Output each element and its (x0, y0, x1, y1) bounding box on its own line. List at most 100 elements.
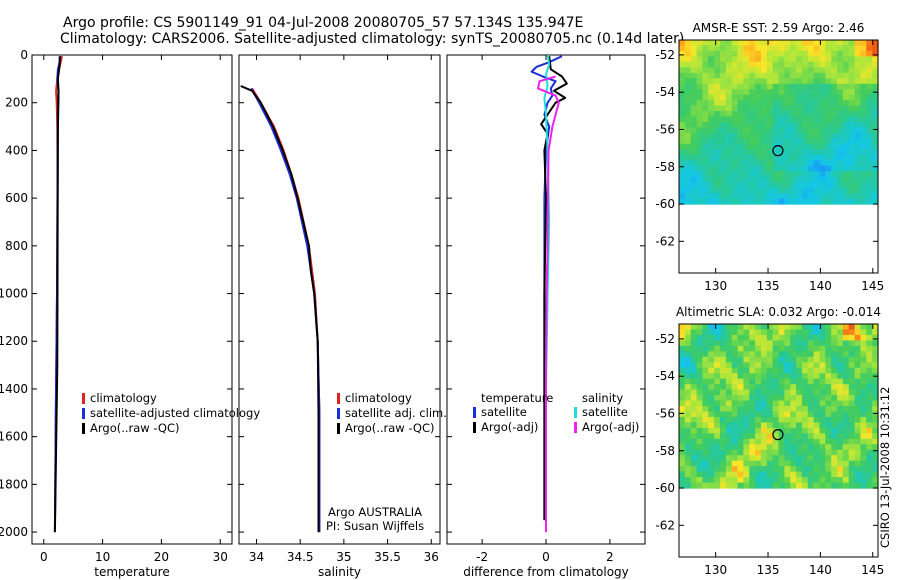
heatmap-cell (778, 482, 785, 489)
heatmap-cell (760, 89, 768, 96)
heatmap-cell (831, 367, 838, 374)
heatmap-cell (796, 367, 803, 374)
heatmap-cell (719, 422, 727, 429)
heatmap-cell (696, 116, 704, 123)
heatmap-cell (872, 406, 879, 413)
heatmap-cell (842, 187, 850, 194)
heatmap-cell (860, 83, 867, 90)
heatmap-cell (854, 444, 862, 451)
heatmap-cell (690, 427, 698, 434)
heatmap-cell (696, 406, 704, 413)
heatmap-cell (708, 471, 715, 478)
heatmap-cell (690, 143, 698, 150)
heatmap-cell (714, 94, 721, 101)
heatmap-cell (872, 78, 879, 85)
series-group (530, 55, 568, 533)
heatmap-cell (743, 111, 750, 118)
heatmap-cell (714, 329, 721, 336)
heatmap-cell (860, 466, 867, 473)
heatmap-cell (825, 362, 832, 369)
heatmap-cell (743, 373, 750, 380)
heatmap-cell (790, 149, 797, 156)
heatmap-cell (766, 422, 774, 429)
heatmap-cell (708, 477, 715, 484)
heatmap-cell (807, 455, 815, 462)
heatmap-cell (790, 176, 797, 183)
heatmap-cell (696, 384, 704, 391)
heatmap-cell (790, 416, 797, 424)
heatmap-cell (837, 356, 844, 363)
heatmap-cell (690, 138, 698, 145)
heatmap-cell (854, 411, 862, 418)
heatmap-cell (714, 149, 721, 156)
heatmap-cell (825, 94, 832, 101)
heatmap-cell (860, 433, 867, 440)
heatmap-cell (819, 367, 826, 374)
heatmap-cell (842, 373, 850, 380)
heatmap-cell (702, 67, 709, 74)
heatmap-cell (796, 395, 803, 402)
heatmap-cell (848, 389, 856, 396)
heatmap-cell (755, 438, 762, 445)
heatmap-cell (731, 384, 739, 391)
heatmap-cell (842, 72, 850, 79)
heatmap-cell (825, 154, 832, 161)
map-title: Altimetric SLA: 0.032 Argo: -0.014 (676, 305, 881, 319)
heatmap-cell (819, 83, 826, 90)
heatmap-cell (831, 406, 838, 413)
heatmap-cell (825, 373, 832, 380)
heatmap-cell (807, 83, 815, 90)
heatmap-cell (725, 45, 733, 52)
heatmap-cell (866, 198, 873, 205)
heatmap-cell (837, 116, 844, 123)
heatmap-cell (679, 94, 686, 101)
heatmap-cell (848, 61, 856, 68)
heatmap-cell (755, 449, 762, 456)
heatmap-cell (766, 345, 774, 352)
heatmap-cell (772, 187, 780, 194)
heatmap-cell (719, 378, 727, 385)
heatmap-cell (860, 460, 867, 467)
heatmap-cell (778, 94, 785, 101)
heatmap-cell (848, 466, 856, 473)
heatmap-cell (848, 100, 856, 107)
heatmap-cell (796, 160, 803, 167)
heatmap-cell (743, 67, 750, 74)
heatmap-cell (684, 389, 692, 396)
heatmap-cell (755, 40, 762, 47)
heatmap-cell (801, 187, 809, 194)
heatmap-cell (743, 83, 750, 90)
heatmap-cell (772, 111, 780, 118)
heatmap-cell (872, 471, 879, 478)
heatmap-cell (866, 334, 873, 342)
heatmap-cell (854, 83, 862, 90)
heatmap-cell (708, 416, 715, 424)
heatmap-cell (784, 45, 791, 52)
heatmap-cell (872, 111, 879, 118)
heatmap-cell (819, 427, 826, 434)
y-tick-label: -60 (655, 481, 675, 495)
heatmap-cell (725, 67, 733, 74)
heatmap-cell (848, 182, 856, 189)
heatmap-cell (679, 198, 686, 205)
heatmap-cell (766, 138, 774, 145)
heatmap-cell (755, 367, 762, 374)
heatmap-cell (825, 61, 832, 68)
heatmap-cell (755, 67, 762, 74)
heatmap-cell (755, 422, 762, 429)
heatmap-cell (848, 94, 856, 101)
heatmap-cell (796, 444, 803, 451)
heatmap-cell (842, 56, 850, 63)
heatmap-cell (790, 105, 797, 112)
heatmap-cell (702, 40, 709, 47)
heatmap-cell (772, 422, 780, 429)
heatmap-cell (725, 187, 733, 194)
heatmap-cell (684, 466, 692, 473)
heatmap-cell (714, 165, 721, 172)
heatmap-cell (708, 340, 715, 347)
heatmap-cell (696, 138, 704, 145)
heatmap-cell (784, 78, 791, 85)
heatmap-cell (760, 334, 768, 342)
heatmap-cell (860, 193, 867, 200)
x-tick-label: -2 (476, 550, 488, 564)
